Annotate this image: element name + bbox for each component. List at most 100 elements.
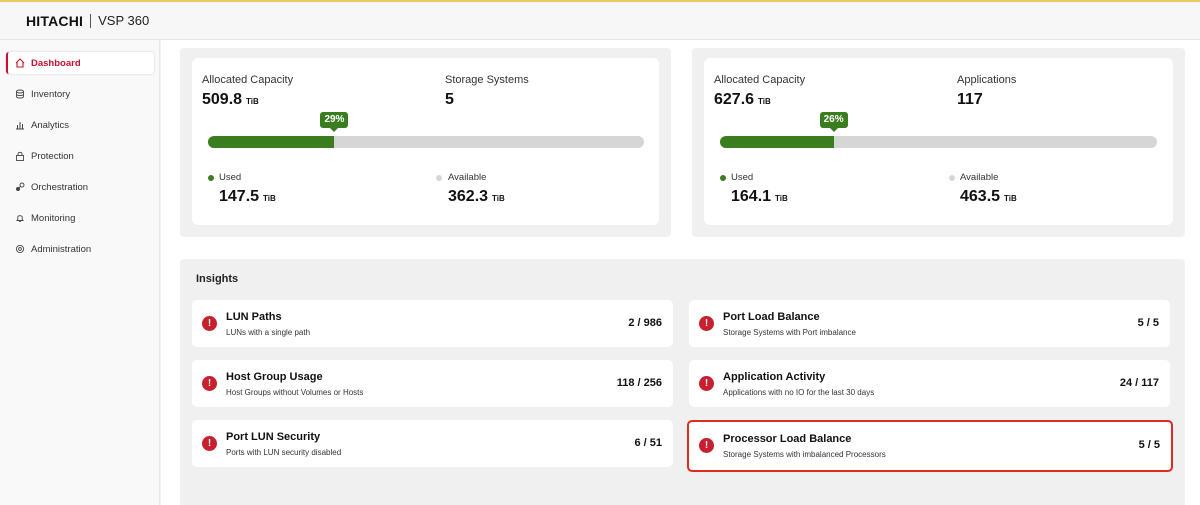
sidebar-item-administration[interactable]: Administration [6,238,154,260]
sidebar-item-label: Protection [31,150,74,162]
insight-processor-load-balance[interactable]: ! Processor Load Balance Storage Systems… [687,420,1173,472]
sidebar-item-analytics[interactable]: Analytics [6,114,154,136]
capacity-usage-bar [208,136,644,148]
insight-port-load-balance[interactable]: ! Port Load Balance Storage Systems with… [689,300,1170,347]
capacity-used-fill [208,136,335,148]
alert-icon: ! [202,316,217,331]
used-capacity-value: 147.5 TiB [219,188,276,206]
alert-icon: ! [699,316,714,331]
applications-label: Applications [957,74,1017,86]
insight-title: Application Activity [723,371,826,383]
used-legend-label: Used [219,172,242,183]
sidebar-item-label: Monitoring [31,212,76,224]
sidebar-item-inventory[interactable]: Inventory [6,83,154,105]
insight-application-activity[interactable]: ! Application Activity Applications with… [689,360,1170,407]
capacity-summary-panel: Allocated Capacity 509.8 TiB Storage Syst… [180,48,671,237]
insight-title: Processor Load Balance [723,433,852,445]
main-content: Allocated Capacity 509.8 TiB Storage Syst… [161,40,1200,505]
insight-subtitle: Host Groups without Volumes or Hosts [226,388,364,397]
home-icon [14,57,26,69]
available-legend-label: Available [960,172,999,183]
used-capacity-value: 164.1 TiB [731,188,788,206]
allocated-capacity-label: Allocated Capacity [714,74,806,86]
alert-icon: ! [699,376,714,391]
usage-percent-badge: 26% [819,112,848,132]
sidebar-item-dashboard[interactable]: Dashboard [6,52,154,74]
sidebar: Dashboard Inventory Analytics Protection… [0,40,160,505]
insight-title: Port LUN Security [226,431,321,443]
storage-systems-label: Storage Systems [445,74,529,86]
insight-subtitle: LUNs with a single path [226,328,311,337]
bell-icon [14,212,26,224]
usage-percent-badge: 29% [320,112,349,132]
applications-value: 117 [957,91,983,108]
bar-chart-icon [14,119,26,131]
capacity-usage-bar [720,136,1157,148]
insight-count: 2 / 986 [628,317,662,329]
used-capacity-unit: TiB [775,194,788,203]
insight-count: 5 / 5 [1138,439,1160,451]
application-summary-panel: Allocated Capacity 627.6 TiB Applications… [692,48,1185,237]
sidebar-item-protection[interactable]: Protection [6,145,154,167]
used-legend-dot [720,175,726,181]
sidebar-item-label: Orchestration [31,181,89,193]
available-capacity-value: 362.3 TiB [448,188,505,206]
allocated-capacity-number: 509.8 [202,91,243,108]
capacity-summary-card: Allocated Capacity 509.8 TiB Storage Syst… [192,58,659,225]
alert-icon: ! [202,436,217,451]
available-capacity-unit: TiB [1004,194,1017,203]
insight-subtitle: Storage Systems with Port imbalance [723,328,856,337]
sidebar-item-label: Analytics [31,119,70,131]
allocated-capacity-unit: TiB [246,97,259,106]
top-bar: HITACHI VSP 360 [0,0,1200,40]
sidebar-item-label: Dashboard [31,57,81,69]
insight-count: 6 / 51 [634,437,662,449]
logo-divider [90,13,92,28]
allocated-capacity-unit: TiB [758,97,771,106]
available-legend-dot [949,175,955,181]
used-legend-label: Used [731,172,754,183]
lock-icon [14,150,26,162]
insight-title: Host Group Usage [226,371,323,383]
insights-panel: Insights ! LUN Paths LUNs with a single … [180,259,1185,505]
application-summary-card: Allocated Capacity 627.6 TiB Applications… [704,58,1173,225]
allocated-capacity-number: 627.6 [714,91,755,108]
allocated-capacity-label: Allocated Capacity [202,74,294,86]
sidebar-item-label: Administration [31,243,92,255]
storage-systems-value: 5 [445,91,454,108]
insight-lun-paths[interactable]: ! LUN Paths LUNs with a single path 2 / … [192,300,673,347]
available-capacity-unit: TiB [492,194,505,203]
insight-subtitle: Applications with no IO for the last 30 … [723,388,875,397]
gear-icon [14,243,26,255]
insights-title: Insights [196,273,239,285]
sidebar-item-monitoring[interactable]: Monitoring [6,207,154,229]
used-legend-dot [208,175,214,181]
available-legend-dot [436,175,442,181]
insight-subtitle: Storage Systems with imbalanced Processo… [723,450,886,459]
used-capacity-number: 164.1 [731,188,772,205]
insight-count: 118 / 256 [616,377,662,389]
used-capacity-unit: TiB [263,194,276,203]
available-legend-label: Available [448,172,487,183]
alert-icon: ! [699,438,714,453]
used-capacity-number: 147.5 [219,188,260,205]
insight-count: 5 / 5 [1137,317,1159,329]
capacity-used-fill [720,136,834,148]
available-capacity-value: 463.5 TiB [960,188,1017,206]
alert-icon: ! [202,376,217,391]
available-capacity-number: 362.3 [448,188,489,205]
product-name: VSP 360 [98,13,150,28]
available-capacity-number: 463.5 [960,188,1001,205]
insight-title: Port Load Balance [723,311,820,323]
allocated-capacity-value: 627.6 TiB [714,91,771,109]
insight-port-lun-security[interactable]: ! Port LUN Security Ports with LUN secur… [192,420,673,467]
insight-count: 24 / 117 [1119,377,1159,389]
link-icon [14,181,26,193]
insight-host-group-usage[interactable]: ! Host Group Usage Host Groups without V… [192,360,673,407]
sidebar-item-orchestration[interactable]: Orchestration [6,176,154,198]
insight-subtitle: Ports with LUN security disabled [226,448,342,457]
brand-logo[interactable]: HITACHI [26,12,84,29]
database-icon [14,88,26,100]
sidebar-item-label: Inventory [31,88,71,100]
allocated-capacity-value: 509.8 TiB [202,91,259,109]
